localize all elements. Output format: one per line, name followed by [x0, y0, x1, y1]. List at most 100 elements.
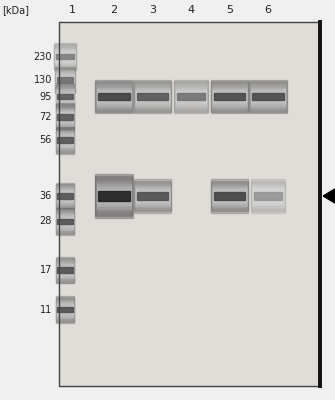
Bar: [57, 216, 73, 227]
Bar: [57, 111, 73, 122]
Bar: [214, 192, 245, 200]
Bar: [136, 191, 169, 201]
Bar: [56, 85, 74, 108]
Bar: [56, 260, 74, 280]
Bar: [213, 92, 246, 101]
Bar: [56, 73, 74, 88]
Bar: [174, 81, 208, 112]
Bar: [212, 186, 247, 206]
Bar: [98, 191, 130, 201]
Bar: [214, 93, 245, 100]
Bar: [253, 188, 283, 204]
Bar: [176, 91, 206, 102]
Bar: [57, 110, 73, 124]
Bar: [57, 306, 73, 313]
Bar: [56, 87, 74, 106]
Text: 95: 95: [40, 92, 52, 102]
Bar: [252, 92, 284, 101]
Text: 36: 36: [40, 191, 52, 201]
Bar: [55, 49, 75, 64]
Bar: [97, 88, 131, 106]
Bar: [134, 80, 171, 113]
Text: 28: 28: [40, 216, 52, 226]
Bar: [56, 209, 74, 234]
Bar: [135, 88, 170, 106]
Bar: [57, 132, 73, 148]
Bar: [252, 184, 284, 208]
Bar: [252, 91, 284, 102]
Bar: [56, 127, 74, 154]
Bar: [55, 69, 75, 92]
Bar: [253, 190, 283, 202]
Bar: [56, 185, 74, 207]
Bar: [54, 45, 76, 68]
Bar: [134, 82, 171, 111]
Bar: [176, 88, 206, 106]
Text: 3: 3: [149, 5, 156, 15]
Bar: [57, 113, 73, 120]
Bar: [56, 90, 74, 104]
Bar: [57, 264, 73, 276]
Bar: [56, 210, 74, 233]
Bar: [98, 190, 130, 202]
Bar: [97, 90, 131, 104]
Bar: [56, 128, 74, 153]
Bar: [57, 94, 73, 100]
Bar: [95, 176, 132, 216]
Bar: [136, 189, 169, 203]
Bar: [177, 93, 205, 100]
Bar: [134, 180, 171, 212]
Bar: [56, 107, 74, 126]
Bar: [55, 48, 75, 66]
Bar: [57, 110, 73, 123]
Bar: [57, 190, 73, 202]
Text: 6: 6: [265, 5, 271, 15]
Bar: [57, 135, 73, 146]
Bar: [56, 259, 74, 282]
Bar: [59, 22, 320, 386]
Bar: [57, 114, 73, 120]
Bar: [56, 83, 74, 110]
Bar: [212, 84, 247, 109]
Bar: [56, 296, 74, 323]
Bar: [57, 304, 73, 315]
Bar: [56, 186, 74, 206]
Bar: [212, 185, 247, 207]
Bar: [251, 180, 285, 212]
Bar: [56, 53, 74, 60]
Bar: [56, 208, 74, 235]
Bar: [211, 81, 248, 112]
Bar: [56, 72, 74, 88]
Bar: [136, 89, 169, 104]
Text: 17: 17: [40, 265, 52, 275]
Bar: [56, 75, 74, 86]
Bar: [54, 43, 76, 70]
Bar: [251, 89, 285, 104]
Bar: [250, 84, 286, 109]
Bar: [211, 82, 248, 111]
Bar: [57, 217, 73, 226]
Bar: [56, 184, 74, 208]
Bar: [211, 180, 248, 212]
Bar: [56, 258, 74, 283]
Bar: [211, 180, 248, 212]
Bar: [55, 47, 75, 66]
Bar: [213, 90, 246, 104]
Bar: [56, 88, 74, 105]
Bar: [95, 80, 133, 113]
Bar: [57, 307, 73, 312]
Bar: [96, 179, 132, 213]
Bar: [137, 192, 169, 200]
Bar: [136, 188, 169, 204]
Bar: [57, 108, 73, 125]
Bar: [177, 92, 205, 101]
Bar: [251, 86, 285, 107]
Bar: [134, 81, 171, 112]
Bar: [212, 184, 247, 208]
Bar: [57, 90, 73, 103]
Text: 56: 56: [40, 135, 52, 145]
Bar: [137, 93, 169, 100]
Bar: [252, 182, 284, 210]
Bar: [97, 184, 131, 208]
Bar: [57, 261, 73, 279]
